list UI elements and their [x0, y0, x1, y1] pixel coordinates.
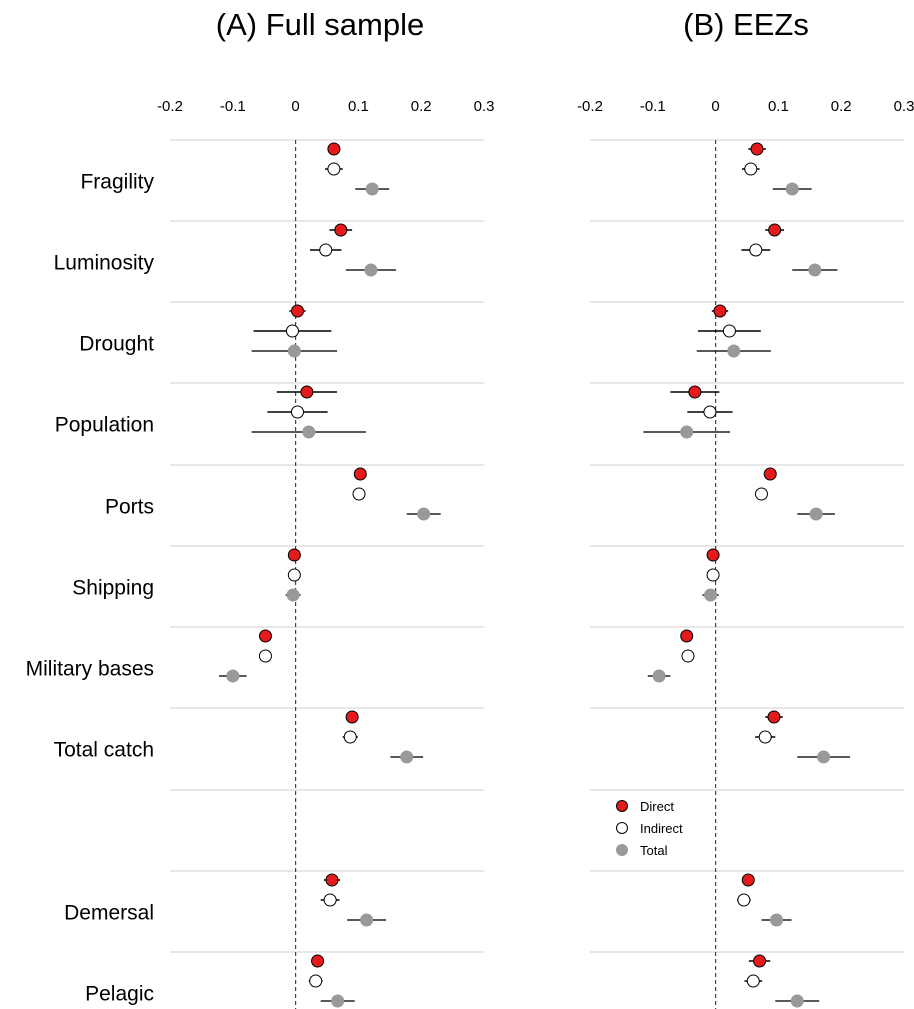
point-direct [763, 467, 777, 481]
x-tick-label: 0.3 [474, 98, 495, 115]
point-total [365, 182, 379, 196]
point-indirect [706, 568, 720, 582]
point-direct [300, 385, 314, 399]
point-indirect [258, 649, 272, 663]
point-direct [287, 548, 301, 562]
legend-label-total: Total [640, 843, 668, 858]
panel-a: (A) Full sample -0.2 -0.1 0 0.1 0.2 0.3 [157, 7, 494, 1009]
point-total [287, 344, 301, 358]
x-tick-label: 0.1 [348, 98, 369, 115]
point-direct [334, 223, 348, 237]
point-direct [311, 954, 325, 968]
point-total [704, 588, 718, 602]
point-direct [706, 548, 720, 562]
x-tick-label: -0.2 [577, 98, 603, 115]
legend: Direct Indirect Total [616, 799, 683, 858]
point-indirect [703, 405, 717, 419]
x-tick-label: -0.1 [640, 98, 666, 115]
panel-title: (B) EEZs [683, 7, 809, 42]
point-direct [680, 629, 694, 643]
row-label: Ports [105, 496, 154, 519]
row-label: Pelagic [85, 983, 154, 1006]
point-total [286, 588, 300, 602]
legend-marker-direct [616, 800, 628, 812]
point-indirect [327, 162, 341, 176]
row-label: Total catch [54, 739, 154, 762]
legend-marker-total [616, 844, 628, 856]
point-direct [325, 873, 339, 887]
x-tick-label: -0.1 [220, 98, 246, 115]
point-total [652, 669, 666, 683]
row-label: Shipping [72, 577, 154, 600]
point-direct [345, 710, 359, 724]
point-direct [750, 142, 764, 156]
point-direct [713, 304, 727, 318]
point-total [400, 750, 414, 764]
point-direct [741, 873, 755, 887]
point-total [331, 994, 345, 1008]
point-indirect [309, 974, 323, 988]
point-direct [258, 629, 272, 643]
point-indirect [323, 893, 337, 907]
legend-label-direct: Direct [640, 799, 674, 814]
point-total [727, 344, 741, 358]
point-direct [767, 710, 781, 724]
point-total [364, 263, 378, 277]
point-total [226, 669, 240, 683]
row-label: Demersal [64, 902, 154, 925]
point-indirect [746, 974, 760, 988]
x-tick-label: 0 [711, 98, 719, 115]
point-total [770, 913, 784, 927]
point-total [302, 425, 316, 439]
point-indirect [290, 405, 304, 419]
point-indirect [722, 324, 736, 338]
row-label: Drought [79, 333, 154, 356]
row-label: Population [55, 414, 154, 437]
legend-marker-indirect [616, 822, 628, 834]
row-label: Military bases [26, 658, 154, 681]
point-indirect [758, 730, 772, 744]
x-tick-label: -0.2 [157, 98, 183, 115]
point-indirect [681, 649, 695, 663]
legend-label-indirect: Indirect [640, 821, 683, 836]
point-indirect [352, 487, 366, 501]
x-tick-label: 0 [291, 98, 299, 115]
point-total [417, 507, 431, 521]
point-direct [768, 223, 782, 237]
point-total [809, 507, 823, 521]
x-tick-label: 0.2 [411, 98, 432, 115]
point-indirect [744, 162, 758, 176]
point-indirect [319, 243, 333, 257]
point-direct [353, 467, 367, 481]
x-tick-label: 0.1 [768, 98, 789, 115]
row-label: Luminosity [54, 252, 155, 275]
point-total [680, 425, 694, 439]
point-indirect [737, 893, 751, 907]
point-indirect [343, 730, 357, 744]
point-direct [688, 385, 702, 399]
point-total [790, 994, 804, 1008]
point-direct [290, 304, 304, 318]
point-indirect [754, 487, 768, 501]
x-tick-label: 0.3 [894, 98, 914, 115]
point-total [817, 750, 831, 764]
point-indirect [287, 568, 301, 582]
panel-title: (A) Full sample [216, 7, 424, 42]
point-total [360, 913, 374, 927]
panel-b: (B) EEZs -0.2 -0.1 0 0.1 0.2 0.3 [577, 7, 914, 1009]
point-direct [327, 142, 341, 156]
point-direct [753, 954, 767, 968]
point-indirect [285, 324, 299, 338]
point-total [785, 182, 799, 196]
row-label: Fragility [80, 171, 154, 194]
point-indirect [749, 243, 763, 257]
x-tick-label: 0.2 [831, 98, 852, 115]
point-total [808, 263, 822, 277]
